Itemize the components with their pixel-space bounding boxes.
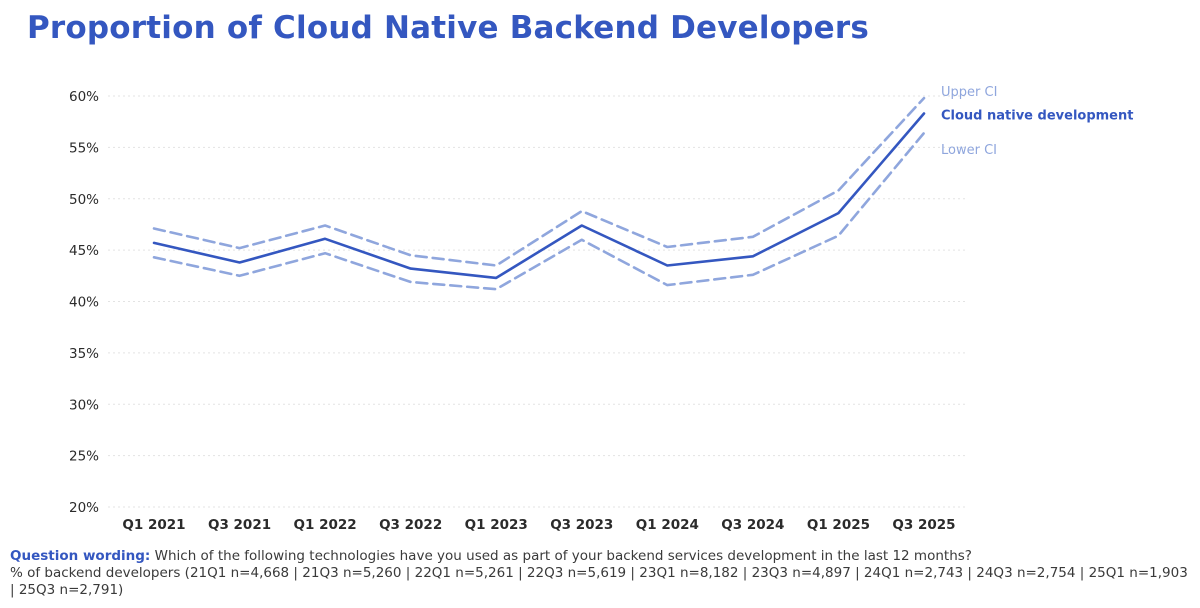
x-tick-label: Q3 2024 <box>721 517 784 533</box>
legend: Upper CI Cloud native development Lower CI <box>941 85 1133 158</box>
grid-lines <box>108 95 965 508</box>
legend-label-cloud-native-development: Cloud native development <box>941 108 1133 123</box>
legend-label-upper-ci: Upper CI <box>941 85 997 100</box>
x-tick-label: Q1 2024 <box>636 517 699 533</box>
y-tick-label: 60% <box>69 89 99 105</box>
y-tick-label: 55% <box>69 140 99 156</box>
series-line-cloud-native-development <box>152 112 926 280</box>
series-line-upper-ci <box>152 96 926 267</box>
x-tick-label: Q1 2025 <box>807 517 870 533</box>
x-tick-label: Q3 2023 <box>550 517 613 533</box>
series-line-lower-ci <box>152 131 926 291</box>
y-tick-label: 30% <box>69 397 99 413</box>
line-chart: 20% 25% 30% 35% 40% 45% 50% 55% 60% Q1 2021 Q3 20… <box>69 85 1133 533</box>
footnote: Question wording: Which of the following… <box>10 548 1190 599</box>
x-tick-label: Q3 2025 <box>892 517 955 533</box>
x-axis-tick-labels: Q1 2021 Q3 2021 Q1 2022 Q3 2022 Q1 2023 Q3 20… <box>122 517 955 533</box>
x-tick-label: Q1 2023 <box>465 517 528 533</box>
legend-label-lower-ci: Lower CI <box>941 143 997 158</box>
series-lines <box>152 96 926 291</box>
x-tick-label: Q3 2022 <box>379 517 442 533</box>
y-tick-label: 45% <box>69 243 99 259</box>
y-axis-tick-labels: 20% 25% 30% 35% 40% 45% 50% 55% 60% <box>69 89 99 516</box>
sample-sizes: % of backend developers (21Q1 n=4,668 | … <box>10 565 1188 598</box>
question-wording-label: Question wording: <box>10 548 151 564</box>
question-wording-text: Which of the following technologies have… <box>150 548 972 564</box>
chart-title: Proportion of Cloud Native Backend Devel… <box>27 10 869 46</box>
x-tick-label: Q1 2021 <box>122 517 185 533</box>
x-tick-label: Q1 2022 <box>294 517 357 533</box>
question-wording: Question wording: Which of the following… <box>10 548 1190 565</box>
y-tick-label: 50% <box>69 192 99 208</box>
y-tick-label: 40% <box>69 295 99 311</box>
y-tick-label: 20% <box>69 500 99 516</box>
x-tick-label: Q3 2021 <box>208 517 271 533</box>
y-tick-label: 35% <box>69 346 99 362</box>
y-tick-label: 25% <box>69 449 99 465</box>
